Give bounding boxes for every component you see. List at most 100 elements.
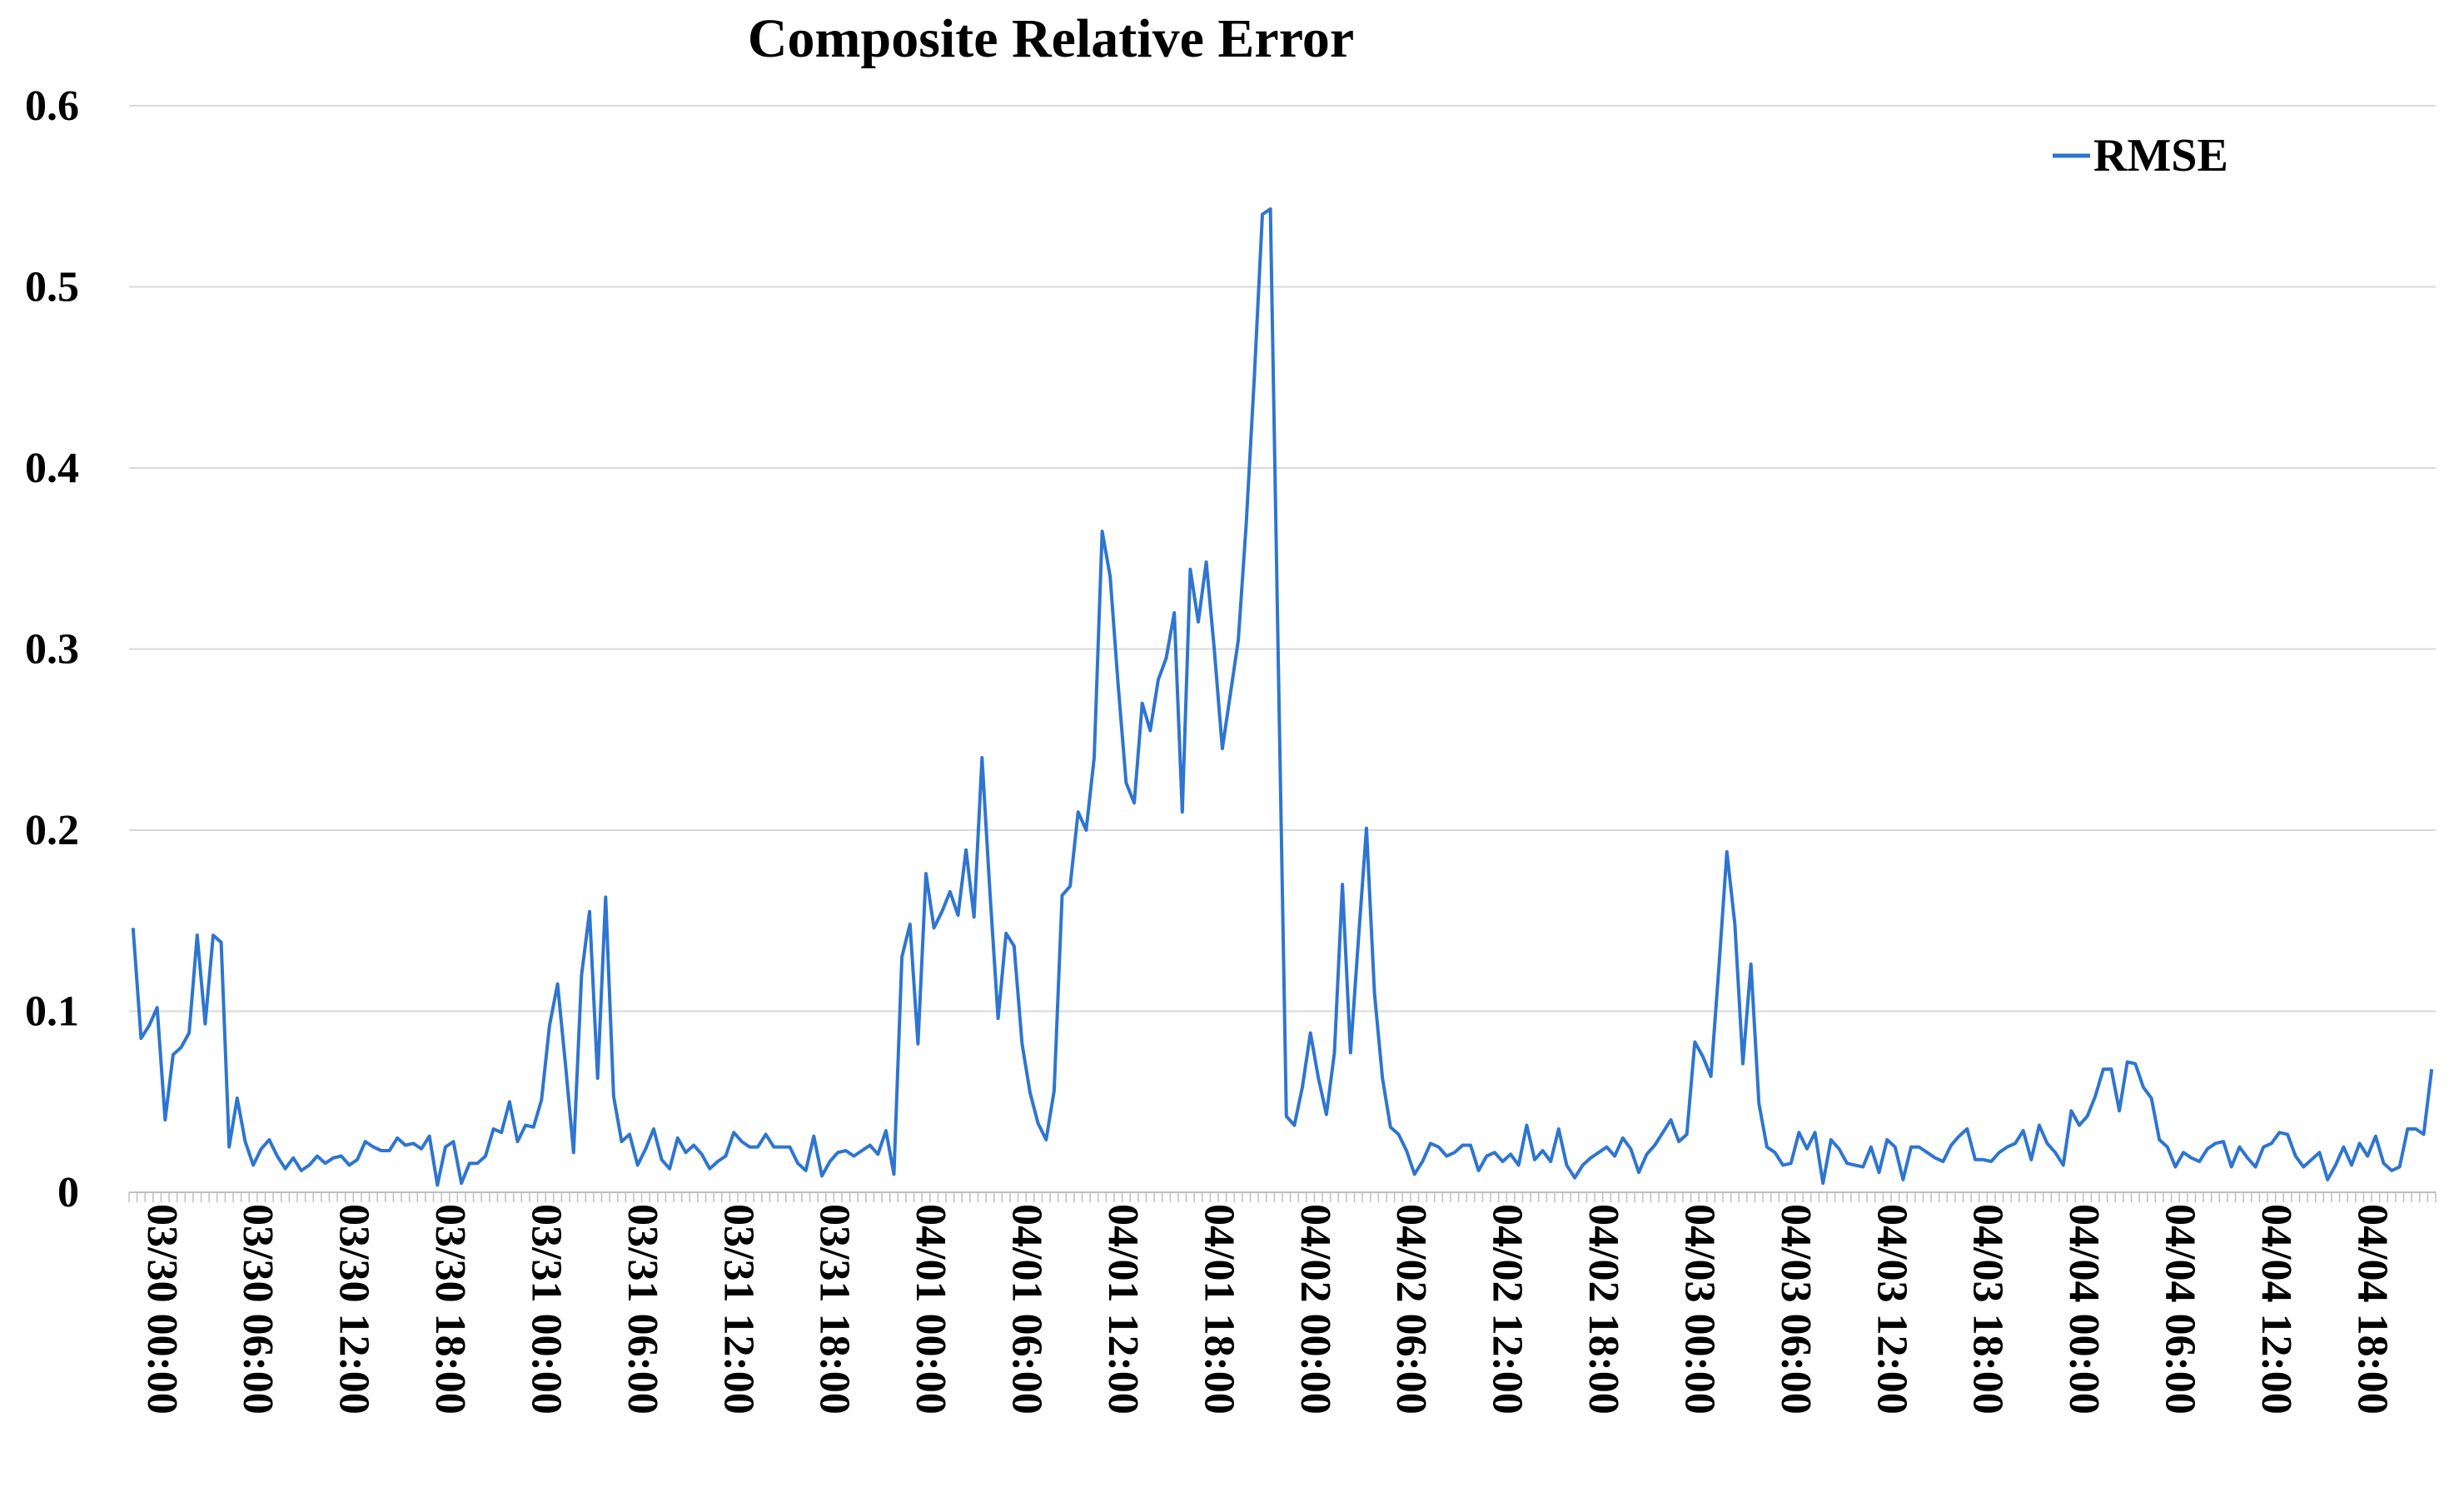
data-point	[156, 1007, 158, 1009]
data-point	[2134, 1062, 2137, 1065]
x-tick-label: 04/04 00:00	[2060, 1204, 2108, 1415]
data-point	[908, 923, 911, 926]
data-point	[284, 1167, 286, 1170]
data-point	[268, 1138, 271, 1141]
data-point	[396, 1136, 399, 1139]
data-point	[1854, 1164, 1856, 1166]
data-point	[1685, 1133, 1688, 1136]
data-point	[556, 982, 559, 985]
data-point	[1197, 620, 1200, 623]
data-point	[1574, 1176, 1576, 1179]
data-point	[764, 1133, 767, 1136]
data-point	[2230, 1166, 2232, 1168]
data-point	[1670, 1119, 1672, 1122]
data-point	[773, 1146, 775, 1148]
data-point	[925, 873, 928, 875]
data-point	[1285, 1115, 1287, 1117]
data-point	[1269, 208, 1272, 211]
data-point	[2006, 1146, 2008, 1148]
data-point	[1614, 1155, 1616, 1157]
data-point	[2367, 1155, 2369, 1157]
data-point	[1461, 1144, 1464, 1146]
data-point	[1694, 1041, 1696, 1043]
data-point	[1470, 1144, 1472, 1146]
data-point	[2431, 1068, 2433, 1071]
data-point	[444, 1146, 446, 1148]
data-point	[1077, 811, 1079, 813]
data-point	[252, 1164, 255, 1166]
data-point	[1534, 1158, 1536, 1161]
data-point	[348, 1164, 351, 1166]
data-point	[2342, 1146, 2345, 1148]
data-point	[1005, 933, 1008, 935]
data-point	[676, 1136, 679, 1139]
data-point	[821, 1175, 824, 1177]
data-point	[629, 1133, 631, 1136]
data-point	[861, 1150, 864, 1152]
data-point	[2046, 1142, 2048, 1145]
data-point	[2254, 1166, 2257, 1168]
y-tick-label: 0.2	[25, 807, 79, 854]
data-point	[1974, 1158, 1977, 1161]
data-point	[669, 1167, 671, 1170]
data-point	[332, 1156, 335, 1159]
data-point	[1429, 1142, 1431, 1145]
data-point	[580, 974, 583, 977]
x-tick-label: 04/02 00:00	[1292, 1204, 1339, 1415]
data-point	[572, 1151, 575, 1154]
data-point	[1982, 1158, 1984, 1161]
data-point	[1045, 1138, 1048, 1141]
data-point	[797, 1162, 799, 1165]
data-point	[1918, 1146, 1920, 1148]
data-point	[1942, 1161, 1944, 1163]
data-point	[1541, 1150, 1544, 1152]
data-point	[1886, 1138, 1889, 1141]
data-point	[1878, 1171, 1880, 1174]
data-point	[1846, 1162, 1849, 1165]
data-point	[749, 1146, 751, 1148]
data-point	[724, 1155, 727, 1157]
data-point	[1493, 1151, 1496, 1154]
data-point	[1253, 376, 1256, 379]
data-point	[500, 1132, 503, 1134]
y-tick-label: 0.1	[25, 988, 79, 1036]
data-point	[1806, 1147, 1809, 1150]
data-point	[1053, 1090, 1055, 1092]
data-point	[1093, 757, 1096, 759]
data-point	[1774, 1151, 1776, 1154]
data-point	[1654, 1144, 1656, 1146]
x-tick-label: 04/01 18:00	[1195, 1204, 1242, 1415]
data-point	[1205, 561, 1207, 564]
data-point	[2150, 1097, 2153, 1099]
data-point	[2358, 1142, 2361, 1145]
data-point	[228, 1146, 231, 1148]
data-point	[1838, 1147, 1840, 1150]
data-point	[1557, 1127, 1560, 1130]
data-point	[308, 1164, 311, 1166]
data-point	[1725, 851, 1728, 853]
data-point	[1510, 1153, 1512, 1156]
data-point	[1934, 1156, 1936, 1159]
data-point	[2278, 1132, 2281, 1134]
data-point	[1165, 657, 1167, 659]
data-point	[1117, 684, 1119, 687]
data-point	[1133, 802, 1136, 804]
data-point	[780, 1146, 783, 1148]
y-tick-label: 0.4	[25, 445, 79, 492]
data-point	[292, 1156, 295, 1159]
data-point	[1565, 1164, 1568, 1166]
data-point	[653, 1127, 655, 1130]
data-point	[1597, 1151, 1600, 1154]
data-point	[1526, 1124, 1528, 1127]
gridlines	[129, 105, 2436, 1012]
data-point	[853, 1155, 855, 1157]
data-point	[1357, 938, 1360, 940]
data-point	[340, 1155, 342, 1157]
data-point	[2382, 1162, 2385, 1165]
data-point	[2398, 1166, 2401, 1168]
x-tick-label: 04/03 06:00	[1772, 1204, 1819, 1415]
data-point	[412, 1142, 415, 1145]
data-point	[2391, 1169, 2393, 1171]
data-point	[1189, 568, 1192, 570]
data-point	[813, 1135, 815, 1137]
